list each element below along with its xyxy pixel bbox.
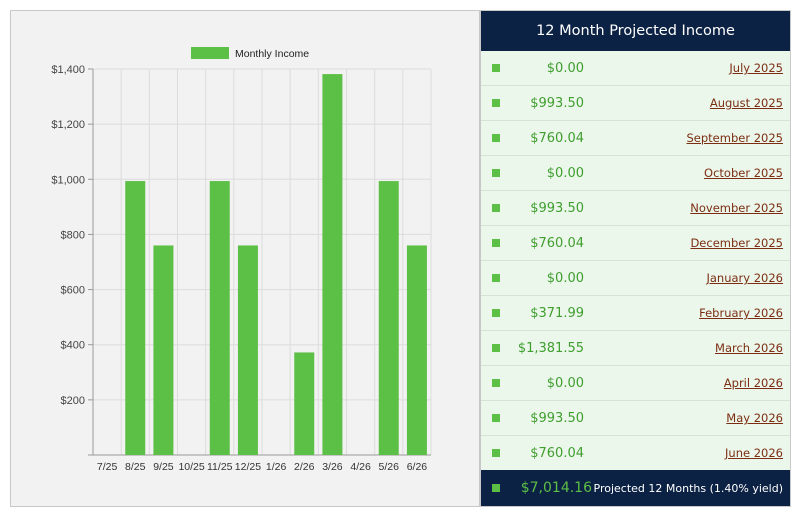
- row-amount: $0.00: [546, 165, 584, 181]
- table-footer: $7,014.16 Projected 12 Months (1.40% yie…: [481, 470, 790, 506]
- row-amount: $760.04: [530, 130, 584, 146]
- table-row: $760.04 September 2025: [481, 121, 790, 156]
- bar-2-26: [294, 352, 315, 455]
- table-row: $760.04 December 2025: [481, 226, 790, 261]
- green-square-icon: [492, 239, 500, 247]
- x-tick-label: 4/26: [350, 461, 371, 473]
- month-link[interactable]: February 2026: [699, 306, 783, 320]
- green-square-icon: [492, 204, 500, 212]
- y-tick-label: $400: [61, 340, 85, 352]
- projected-total-label: Projected 12 Months (1.40% yield): [593, 481, 783, 495]
- row-amount: $993.50: [530, 95, 584, 111]
- month-link[interactable]: October 2025: [704, 166, 783, 180]
- table-row: $760.04 June 2026: [481, 436, 790, 471]
- x-tick-label: 1/26: [266, 461, 287, 473]
- bar-6-26: [406, 245, 427, 455]
- x-tick-label: 11/25: [207, 461, 233, 473]
- month-link[interactable]: May 2026: [726, 411, 783, 425]
- month-link[interactable]: August 2025: [709, 96, 783, 110]
- row-amount: $0.00: [546, 60, 584, 76]
- green-square-icon: [492, 134, 500, 142]
- y-tick-label: $200: [61, 395, 85, 407]
- x-tick-label: 2/26: [294, 461, 315, 473]
- x-tick-label: 9/25: [153, 461, 174, 473]
- row-amount: $371.99: [530, 305, 584, 321]
- x-tick-label: 10/25: [178, 461, 204, 473]
- month-link[interactable]: November 2025: [690, 201, 783, 215]
- projected-total: $7,014.16: [520, 480, 592, 496]
- month-link[interactable]: December 2025: [690, 236, 783, 250]
- row-amount: $993.50: [530, 410, 584, 426]
- month-link[interactable]: September 2025: [686, 131, 784, 145]
- green-square-icon: [492, 449, 500, 457]
- green-square-icon: [492, 484, 500, 492]
- green-square-icon: [492, 379, 500, 387]
- table-row: $0.00 October 2025: [481, 156, 790, 191]
- chart-panel: $200 $400 $600 $800 $1,000 $1,200 $1,400 7/25 8/…: [10, 10, 480, 507]
- table-row: $993.50 May 2026: [481, 401, 790, 436]
- y-tick-label: $600: [61, 285, 85, 297]
- green-square-icon: [492, 99, 500, 107]
- y-tick-label: $1,200: [51, 119, 85, 131]
- green-square-icon: [492, 414, 500, 422]
- table-row: $0.00 July 2025: [481, 51, 790, 86]
- table-row: $993.50 August 2025: [481, 86, 790, 121]
- table-row: $1,381.55 March 2026: [481, 331, 790, 366]
- row-amount: $0.00: [546, 375, 584, 391]
- income-rows: $0.00 July 2025 $993.50 August 2025 $760.0…: [481, 51, 790, 471]
- month-link[interactable]: July 2025: [729, 61, 783, 75]
- x-tick-label: 12/25: [235, 461, 261, 473]
- x-tick-label: 7/25: [97, 461, 118, 473]
- x-tick-label: 8/25: [125, 461, 146, 473]
- row-amount: $760.04: [530, 445, 584, 461]
- projected-income-panel: 12 Month Projected Income $0.00 July 2025…: [480, 10, 791, 507]
- green-square-icon: [492, 344, 500, 352]
- bar-3-26: [322, 74, 343, 456]
- bar-5-26: [378, 181, 399, 455]
- bar-9-25: [153, 245, 174, 455]
- x-tick-label: 3/26: [322, 461, 343, 473]
- green-square-icon: [492, 274, 500, 282]
- month-link[interactable]: March 2026: [715, 341, 783, 355]
- y-tick-label: $1,000: [51, 174, 85, 186]
- green-square-icon: [492, 64, 500, 72]
- table-row: $993.50 November 2025: [481, 191, 790, 226]
- x-tick-label: 6/26: [407, 461, 428, 473]
- bar-12-25: [237, 245, 258, 455]
- row-amount: $760.04: [530, 235, 584, 251]
- bar-11-25: [209, 181, 230, 455]
- y-tick-label: $1,400: [51, 64, 85, 76]
- table-row: $0.00 April 2026: [481, 366, 790, 401]
- legend-label: Monthly Income: [235, 48, 309, 60]
- monthly-income-chart: $200 $400 $600 $800 $1,000 $1,200 $1,400 7/25 8/…: [51, 47, 432, 473]
- row-amount: $993.50: [530, 200, 584, 216]
- month-link[interactable]: January 2026: [706, 271, 783, 285]
- table-title: 12 Month Projected Income: [481, 11, 790, 51]
- legend-swatch: [191, 47, 229, 59]
- green-square-icon: [492, 309, 500, 317]
- table-row: $371.99 February 2026: [481, 296, 790, 331]
- y-tick-label: $800: [61, 229, 85, 241]
- green-square-icon: [492, 169, 500, 177]
- row-amount: $1,381.55: [517, 340, 584, 356]
- month-link[interactable]: April 2026: [723, 376, 783, 390]
- bar-8-25: [125, 181, 146, 455]
- table-row: $0.00 January 2026: [481, 261, 790, 296]
- month-link[interactable]: June 2026: [725, 446, 783, 460]
- row-amount: $0.00: [546, 270, 584, 286]
- x-tick-label: 5/26: [379, 461, 400, 473]
